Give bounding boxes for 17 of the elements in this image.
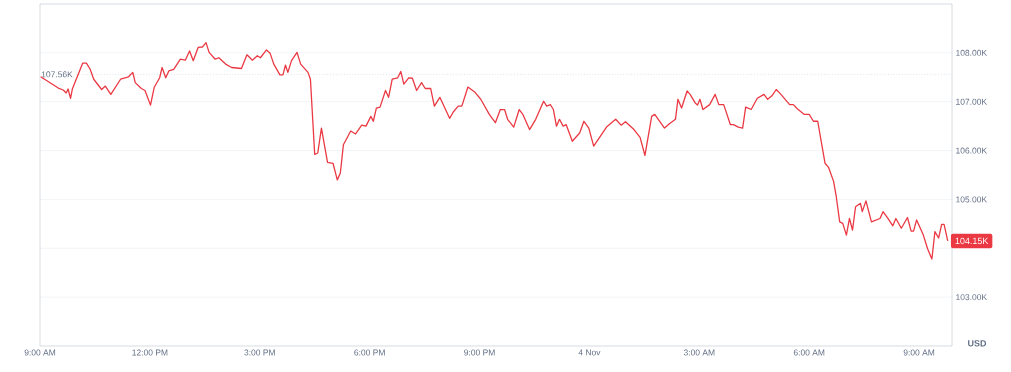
x-tick-label: 3:00 PM xyxy=(244,349,275,356)
x-tick-label: 3:00 AM xyxy=(683,349,715,356)
x-tick-label: 6:00 AM xyxy=(793,349,825,356)
x-tick-label: 9:00 AM xyxy=(24,349,56,356)
x-tick-label: 12:00 PM xyxy=(132,349,168,356)
y-tick-label: 108.00K xyxy=(956,49,987,56)
y-tick-label: 105.00K xyxy=(956,196,987,203)
y-tick-label: 103.00K xyxy=(956,294,987,301)
y-axis-title: USD xyxy=(968,340,987,347)
x-tick-label: 9:00 PM xyxy=(464,349,495,356)
x-tick-label: 9:00 AM xyxy=(903,349,935,356)
y-tick-label: 107.00K xyxy=(956,98,987,105)
y-tick-label: 106.00K xyxy=(956,147,987,154)
annotation: 104.15K xyxy=(955,237,989,245)
ref-line-label: 107.56K xyxy=(41,71,73,78)
x-tick-label: 6:00 PM xyxy=(354,349,385,356)
x-tick-label: 4 Nov xyxy=(578,349,601,356)
